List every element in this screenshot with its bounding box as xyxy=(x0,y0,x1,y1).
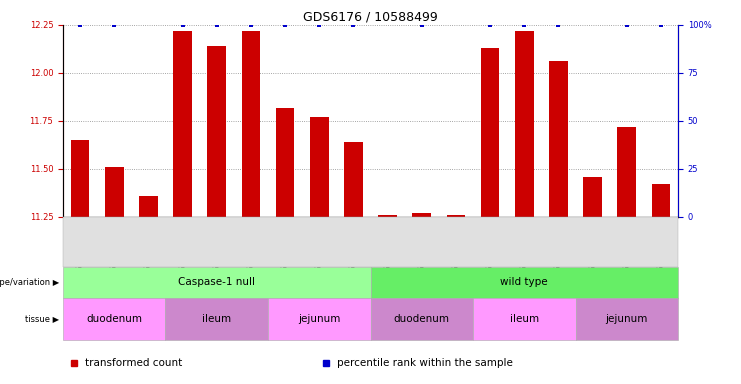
Bar xyxy=(165,298,268,340)
Text: duodenum: duodenum xyxy=(393,314,450,324)
Bar xyxy=(370,298,473,340)
Text: jejunum: jejunum xyxy=(298,314,340,324)
Bar xyxy=(276,108,294,217)
Text: jejunum: jejunum xyxy=(605,314,648,324)
Bar xyxy=(473,298,576,340)
Bar xyxy=(617,127,637,217)
Text: duodenum: duodenum xyxy=(86,314,142,324)
Bar xyxy=(378,215,397,217)
Bar xyxy=(447,215,465,217)
Bar xyxy=(481,48,499,217)
Bar xyxy=(139,196,158,217)
Bar xyxy=(515,31,534,217)
Bar xyxy=(242,31,260,217)
Bar xyxy=(173,31,192,217)
Bar xyxy=(576,298,678,340)
Text: tissue ▶: tissue ▶ xyxy=(25,314,59,323)
Bar xyxy=(310,117,329,217)
Bar xyxy=(412,213,431,217)
Text: Caspase-1 null: Caspase-1 null xyxy=(179,277,255,287)
Bar xyxy=(104,167,124,217)
Bar xyxy=(63,298,165,340)
Text: wild type: wild type xyxy=(500,277,548,287)
Bar xyxy=(268,298,370,340)
Bar xyxy=(651,184,671,217)
Bar xyxy=(370,267,678,298)
Bar xyxy=(70,140,90,217)
Bar xyxy=(344,142,363,217)
Text: percentile rank within the sample: percentile rank within the sample xyxy=(337,358,513,368)
Text: transformed count: transformed count xyxy=(85,358,182,368)
Text: ileum: ileum xyxy=(510,314,539,324)
Bar xyxy=(63,267,370,298)
Bar xyxy=(63,217,678,267)
Title: GDS6176 / 10588499: GDS6176 / 10588499 xyxy=(303,11,438,24)
Bar xyxy=(583,177,602,217)
Text: ileum: ileum xyxy=(202,314,231,324)
Bar xyxy=(207,46,226,217)
Bar xyxy=(549,61,568,217)
Text: genotype/variation ▶: genotype/variation ▶ xyxy=(0,278,59,287)
